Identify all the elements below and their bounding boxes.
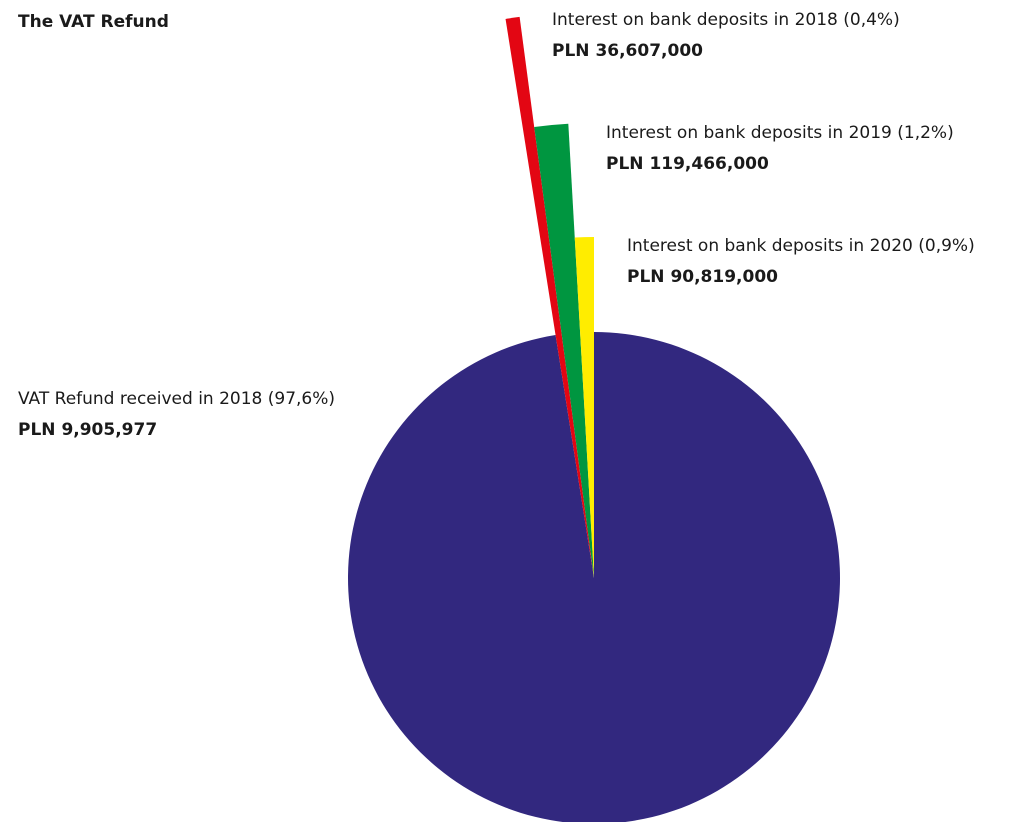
slice-label: Interest on bank deposits in 2020 (0,9%) xyxy=(627,236,975,256)
amount-label: PLN 36,607,000 xyxy=(552,41,703,61)
amount-label: PLN 119,466,000 xyxy=(606,154,769,174)
slice-label: VAT Refund received in 2018 (97,6%) xyxy=(18,389,335,409)
amount-label: PLN 9,905,977 xyxy=(18,420,157,440)
slice-label: Interest on bank deposits in 2018 (0,4%) xyxy=(552,10,900,30)
category-name: VAT Refund received in 2018 xyxy=(18,389,262,409)
pie-slice xyxy=(505,16,594,578)
category-name: Interest on bank deposits in 2019 xyxy=(606,123,892,143)
percent-label: (97,6%) xyxy=(268,389,335,409)
percent-label: (0,4%) xyxy=(843,10,899,30)
category-name: Interest on bank deposits in 2020 xyxy=(627,236,913,256)
category-name: Interest on bank deposits in 2018 xyxy=(552,10,838,30)
amount-label: PLN 90,819,000 xyxy=(627,267,778,287)
pie-slice xyxy=(348,332,840,822)
pie-slice xyxy=(534,123,594,579)
pie-slice xyxy=(574,237,594,578)
percent-label: (1,2%) xyxy=(897,123,953,143)
slice-label: Interest on bank deposits in 2019 (1,2%) xyxy=(606,123,954,143)
chart-title: The VAT Refund xyxy=(18,12,169,32)
percent-label: (0,9%) xyxy=(918,236,974,256)
